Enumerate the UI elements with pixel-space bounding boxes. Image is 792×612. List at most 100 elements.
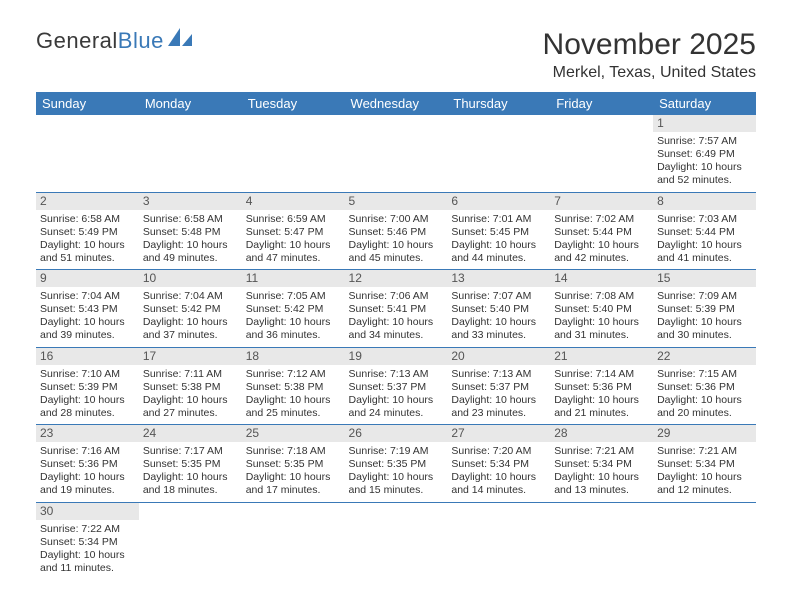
calendar-table: Sunday Monday Tuesday Wednesday Thursday… <box>36 92 756 579</box>
day-cell: 26 Sunrise: 7:19 AMSunset: 5:35 PMDayligh… <box>345 425 448 503</box>
day-details: Sunrise: 7:11 AMSunset: 5:38 PMDaylight:… <box>143 367 238 421</box>
sunrise-line: Sunrise: 7:09 AM <box>657 290 752 303</box>
sunset-line: Sunset: 5:44 PM <box>657 226 752 239</box>
sunset-line: Sunset: 5:36 PM <box>40 458 135 471</box>
sunset-line: Sunset: 5:43 PM <box>40 303 135 316</box>
sunset-line: Sunset: 5:34 PM <box>657 458 752 471</box>
sunrise-line: Sunrise: 7:10 AM <box>40 368 135 381</box>
day-number: 17 <box>139 348 242 365</box>
sunrise-line: Sunrise: 7:07 AM <box>451 290 546 303</box>
sunset-line: Sunset: 5:39 PM <box>40 381 135 394</box>
calendar-row: 30Sunrise: 7:22 AMSunset: 5:34 PMDayligh… <box>36 502 756 579</box>
day-cell: 11Sunrise: 7:05 AMSunset: 5:42 PMDayligh… <box>242 270 345 348</box>
day-number: 29 <box>653 425 756 442</box>
day-number: 28 <box>550 425 653 442</box>
day-number: 20 <box>447 348 550 365</box>
day-number: 12 <box>345 270 448 287</box>
daylight-line: Daylight: 10 hours and 44 minutes. <box>451 239 546 265</box>
day-number: 9 <box>36 270 139 287</box>
logo: GeneralBlue <box>36 28 194 54</box>
empty-cell <box>345 502 448 579</box>
daylight-line: Daylight: 10 hours and 13 minutes. <box>554 471 649 497</box>
day-cell: 9 Sunrise: 7:04 AMSunset: 5:43 PMDaylight… <box>36 270 139 348</box>
day-cell: 27 Sunrise: 7:20 AMSunset: 5:34 PMDayligh… <box>447 425 550 503</box>
day-number: 22 <box>653 348 756 365</box>
daylight-line: Daylight: 10 hours and 21 minutes. <box>554 394 649 420</box>
sunrise-line: Sunrise: 7:05 AM <box>246 290 341 303</box>
day-number: 27 <box>447 425 550 442</box>
day-details: Sunrise: 7:07 AMSunset: 5:40 PMDaylight:… <box>451 289 546 343</box>
sunset-line: Sunset: 5:36 PM <box>657 381 752 394</box>
sunrise-line: Sunrise: 7:11 AM <box>143 368 238 381</box>
sunrise-line: Sunrise: 7:22 AM <box>40 523 135 536</box>
day-header-row: Sunday Monday Tuesday Wednesday Thursday… <box>36 92 756 115</box>
daylight-line: Daylight: 10 hours and 15 minutes. <box>349 471 444 497</box>
day-details: Sunrise: 7:13 AMSunset: 5:37 PMDaylight:… <box>349 367 444 421</box>
day-details: Sunrise: 7:19 AMSunset: 5:35 PMDaylight:… <box>349 444 444 498</box>
empty-cell <box>139 502 242 579</box>
sunrise-line: Sunrise: 7:15 AM <box>657 368 752 381</box>
day-details: Sunrise: 7:16 AMSunset: 5:36 PMDaylight:… <box>40 444 135 498</box>
day-details: Sunrise: 7:21 AMSunset: 5:34 PMDaylight:… <box>554 444 649 498</box>
day-details: Sunrise: 6:59 AMSunset: 5:47 PMDaylight:… <box>246 212 341 266</box>
empty-cell <box>139 115 242 192</box>
day-number: 14 <box>550 270 653 287</box>
empty-cell <box>653 502 756 579</box>
sunrise-line: Sunrise: 7:21 AM <box>554 445 649 458</box>
day-number: 21 <box>550 348 653 365</box>
day-cell: 5Sunrise: 7:00 AMSunset: 5:46 PMDaylight… <box>345 192 448 270</box>
calendar-row: 2Sunrise: 6:58 AMSunset: 5:49 PMDaylight… <box>36 192 756 270</box>
sunrise-line: Sunrise: 7:01 AM <box>451 213 546 226</box>
sunrise-line: Sunrise: 7:04 AM <box>40 290 135 303</box>
day-header: Wednesday <box>345 92 448 115</box>
day-number: 26 <box>345 425 448 442</box>
day-number: 16 <box>36 348 139 365</box>
sunrise-line: Sunrise: 7:19 AM <box>349 445 444 458</box>
day-cell: 21Sunrise: 7:14 AMSunset: 5:36 PMDayligh… <box>550 347 653 425</box>
day-number: 25 <box>242 425 345 442</box>
day-number: 2 <box>36 193 139 210</box>
calendar-body: 1Sunrise: 7:57 AMSunset: 6:49 PMDaylight… <box>36 115 756 579</box>
daylight-line: Daylight: 10 hours and 52 minutes. <box>657 161 752 187</box>
page-header: GeneralBlue November 2025 Merkel, Texas,… <box>36 28 756 82</box>
sunrise-line: Sunrise: 7:21 AM <box>657 445 752 458</box>
sunset-line: Sunset: 5:44 PM <box>554 226 649 239</box>
daylight-line: Daylight: 10 hours and 25 minutes. <box>246 394 341 420</box>
day-number: 15 <box>653 270 756 287</box>
sunrise-line: Sunrise: 7:16 AM <box>40 445 135 458</box>
daylight-line: Daylight: 10 hours and 39 minutes. <box>40 316 135 342</box>
calendar-row: 9Sunrise: 7:04 AMSunset: 5:43 PMDaylight… <box>36 270 756 348</box>
day-details: Sunrise: 7:08 AMSunset: 5:40 PMDaylight:… <box>554 289 649 343</box>
day-details: Sunrise: 7:15 AMSunset: 5:36 PMDaylight:… <box>657 367 752 421</box>
day-cell: 3Sunrise: 6:58 AMSunset: 5:48 PMDaylight… <box>139 192 242 270</box>
day-number: 19 <box>345 348 448 365</box>
sunrise-line: Sunrise: 7:06 AM <box>349 290 444 303</box>
day-details: Sunrise: 7:17 AMSunset: 5:35 PMDaylight:… <box>143 444 238 498</box>
day-details: Sunrise: 7:06 AMSunset: 5:41 PMDaylight:… <box>349 289 444 343</box>
day-cell: 4Sunrise: 6:59 AMSunset: 5:47 PMDaylight… <box>242 192 345 270</box>
day-header: Friday <box>550 92 653 115</box>
daylight-line: Daylight: 10 hours and 30 minutes. <box>657 316 752 342</box>
day-number: 30 <box>36 503 139 520</box>
empty-cell <box>447 115 550 192</box>
sunset-line: Sunset: 5:47 PM <box>246 226 341 239</box>
day-number: 11 <box>242 270 345 287</box>
day-number: 6 <box>447 193 550 210</box>
month-title: November 2025 <box>543 28 756 62</box>
sunrise-line: Sunrise: 7:08 AM <box>554 290 649 303</box>
daylight-line: Daylight: 10 hours and 24 minutes. <box>349 394 444 420</box>
day-cell: 14 Sunrise: 7:08 AMSunset: 5:40 PMDayligh… <box>550 270 653 348</box>
daylight-line: Daylight: 10 hours and 27 minutes. <box>143 394 238 420</box>
sunrise-line: Sunrise: 7:13 AM <box>451 368 546 381</box>
day-number: 13 <box>447 270 550 287</box>
day-cell: 18Sunrise: 7:12 AMSunset: 5:38 PMDayligh… <box>242 347 345 425</box>
day-details: Sunrise: 7:20 AMSunset: 5:34 PMDaylight:… <box>451 444 546 498</box>
daylight-line: Daylight: 10 hours and 49 minutes. <box>143 239 238 265</box>
sunrise-line: Sunrise: 7:20 AM <box>451 445 546 458</box>
sunrise-line: Sunrise: 6:59 AM <box>246 213 341 226</box>
sunrise-line: Sunrise: 6:58 AM <box>40 213 135 226</box>
sunset-line: Sunset: 5:35 PM <box>349 458 444 471</box>
empty-cell <box>447 502 550 579</box>
day-number: 5 <box>345 193 448 210</box>
daylight-line: Daylight: 10 hours and 41 minutes. <box>657 239 752 265</box>
